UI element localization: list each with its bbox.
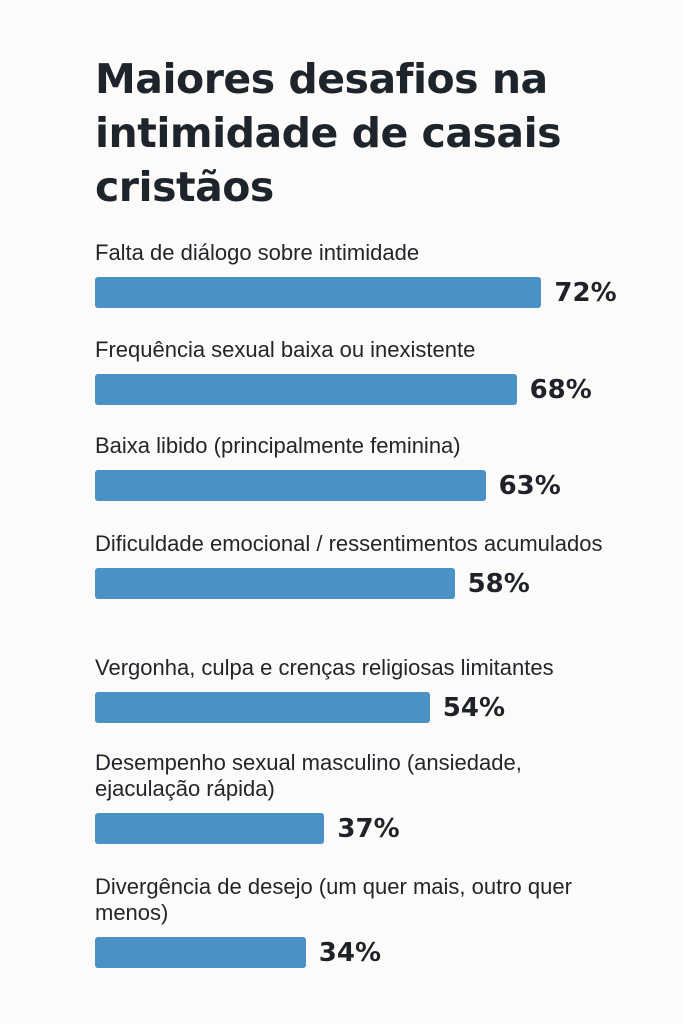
- data-label: 34%: [318, 938, 382, 968]
- bar: [95, 568, 455, 599]
- bar-row: 72%: [95, 277, 655, 309]
- bar: [95, 937, 306, 968]
- data-label: 54%: [442, 693, 506, 723]
- bar: [95, 692, 430, 723]
- category-label: Dificuldade emocional / ressentimentos a…: [95, 531, 603, 556]
- data-label: 37%: [337, 814, 400, 844]
- category-label: Falta de diálogo sobre intimidade: [95, 240, 420, 265]
- bar-item: Falta de diálogo sobre intimidade 72%: [95, 240, 655, 309]
- category-label: Desempenho sexual masculino (ansiedade, …: [95, 750, 522, 801]
- bar: [95, 277, 542, 308]
- bar-item: Desempenho sexual masculino (ansiedade, …: [95, 750, 655, 845]
- bar-row: 58%: [95, 568, 655, 600]
- bar: [95, 813, 325, 844]
- bar-item: Dificuldade emocional / ressentimentos a…: [95, 531, 655, 600]
- category-label: Baixa libido (principalmente feminina): [95, 433, 461, 458]
- data-label: 72%: [554, 278, 617, 308]
- bar-row: 37%: [95, 813, 655, 845]
- bar-row: 63%: [95, 470, 655, 502]
- bar-row: 34%: [95, 937, 655, 969]
- category-label: Vergonha, culpa e crenças religiosas lim…: [95, 655, 554, 680]
- chart-title: Maiores desafios na intimidade de casais…: [95, 55, 562, 211]
- data-label: 63%: [498, 471, 561, 501]
- bar-item: Vergonha, culpa e crenças religiosas lim…: [95, 655, 655, 724]
- data-label: 58%: [467, 569, 530, 599]
- bar-item: Divergência de desejo (um quer mais, out…: [95, 874, 655, 969]
- bar-item: Frequência sexual baixa ou inexistente 68…: [95, 337, 655, 406]
- category-label: Divergência de desejo (um quer mais, out…: [95, 874, 572, 925]
- data-label: 68%: [529, 375, 592, 405]
- bar-item: Baixa libido (principalmente feminina) 63…: [95, 433, 655, 502]
- bar-row: 68%: [95, 374, 655, 406]
- bar-row: 54%: [95, 692, 655, 724]
- category-label: Frequência sexual baixa ou inexistente: [95, 337, 476, 362]
- bar: [95, 470, 486, 501]
- bar: [95, 374, 517, 405]
